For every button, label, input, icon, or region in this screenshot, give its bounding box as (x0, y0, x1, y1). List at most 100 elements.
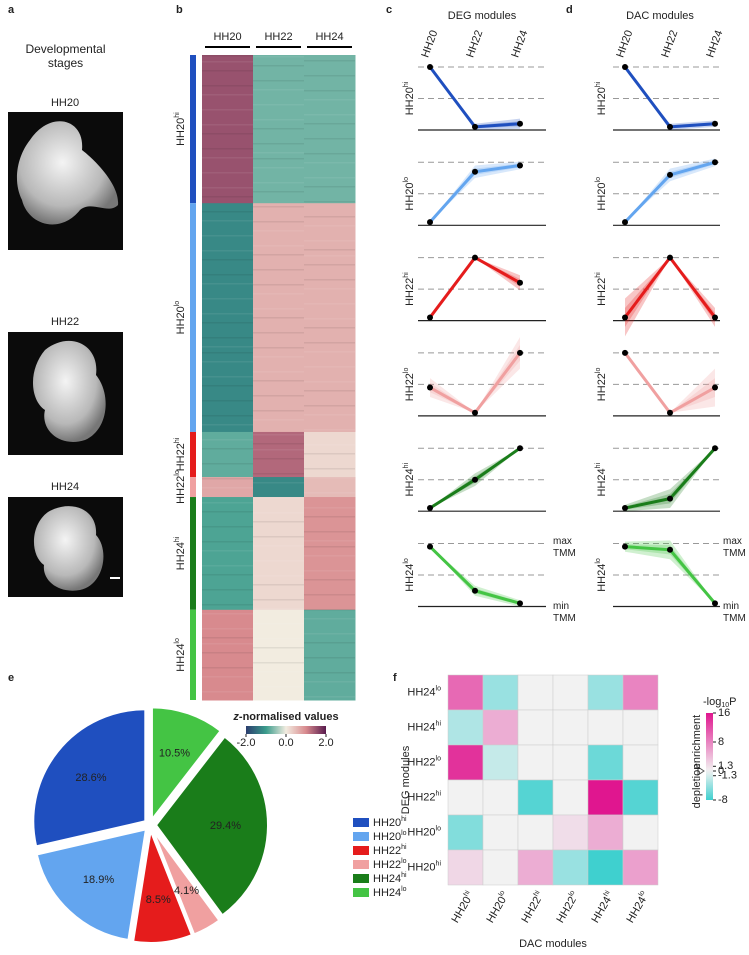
module-label: HH20hi (403, 81, 416, 115)
module-label: HH20hi (449, 889, 477, 925)
heatmap-texture (304, 123, 355, 125)
heatmap-texture (202, 361, 253, 363)
point (712, 384, 718, 391)
panel-letter: b (176, 4, 183, 16)
heatmap-texture (202, 196, 253, 198)
module-label-base: HH22 (404, 373, 416, 401)
module-label-base: HH24 (404, 468, 416, 496)
module-label-sup: hi (436, 791, 442, 798)
module-label: HH20hi (407, 861, 441, 874)
module-label-sup: lo (568, 890, 577, 898)
module-line (428, 255, 521, 319)
heatmap-texture (304, 60, 355, 62)
heatmap-texture (253, 419, 304, 421)
max-annotation: max TMM (553, 535, 576, 559)
heatmap-texture (202, 541, 253, 543)
heatmap-texture (304, 381, 355, 383)
module-label-base: HH22 (407, 756, 435, 768)
matrix-cell (622, 814, 659, 851)
heatmap-texture (253, 182, 304, 184)
panel-title: DAC modules (626, 10, 694, 22)
heatmap-texture (304, 579, 355, 581)
min-annotation: min TMM (553, 600, 576, 624)
heatmap-texture (253, 152, 304, 154)
module-label-base: HH20 (404, 182, 416, 210)
matrix-cell (587, 709, 624, 746)
heatmap-texture (253, 56, 304, 58)
module-label: HH20hi (595, 81, 608, 115)
module-label: HH24lo (373, 886, 407, 899)
heatmap-texture (253, 119, 304, 121)
colorbar-tick-label: 8 (718, 736, 724, 748)
point (667, 171, 673, 178)
heatmap-texture (202, 565, 253, 567)
heatmap-texture (253, 395, 304, 397)
heatmap-texture (202, 574, 253, 576)
heatmap-texture (202, 691, 253, 693)
module-label-sup: hi (436, 721, 442, 728)
heatmap-texture (253, 245, 304, 247)
heatmap-texture (202, 463, 253, 465)
module-label-base: HH24 (175, 542, 187, 570)
heatmap-texture (253, 671, 304, 673)
heatmap-texture (304, 507, 355, 509)
heatmap-texture (253, 521, 304, 523)
colorbar-title: -log10P (703, 696, 736, 709)
pie-slice (150, 706, 222, 823)
point (517, 349, 523, 356)
heatmap-texture (202, 61, 253, 63)
matrix-cell (517, 674, 554, 711)
heatmap-texture (253, 638, 304, 640)
colorbar-title-italic: z (232, 711, 239, 723)
point (622, 314, 628, 321)
heatmap-texture (202, 637, 253, 639)
point (667, 254, 673, 261)
module-label-sup: lo (401, 886, 407, 893)
point (517, 445, 523, 452)
stage-label: HH20 (614, 29, 635, 60)
heatmap-texture (304, 318, 355, 320)
heatmap-cell (304, 203, 356, 433)
heatmap-cell (304, 497, 356, 611)
module-label-sup: hi (436, 861, 442, 868)
heatmap-texture (202, 478, 253, 480)
heatmap-texture (304, 216, 355, 218)
heatmap-texture (304, 618, 355, 620)
stage-label: HH24 (704, 29, 725, 60)
module-label-sup: lo (595, 368, 602, 374)
module-label: HH22hi (407, 791, 441, 804)
heatmap-texture (304, 453, 355, 455)
legend-swatch (353, 818, 369, 827)
heatmap-texture (253, 293, 304, 295)
point (622, 505, 628, 512)
heatmap-texture (304, 609, 355, 611)
module-label-base: HH24 (407, 686, 435, 698)
point (622, 64, 628, 70)
matrix-cell (622, 744, 659, 781)
heatmap-texture (202, 313, 253, 315)
module-label: HH22lo (407, 756, 441, 769)
point (622, 349, 628, 356)
module-label: HH24lo (595, 558, 608, 592)
heatmap-texture (253, 332, 304, 334)
point (712, 445, 718, 452)
heatmap-texture (202, 322, 253, 324)
point (472, 123, 478, 130)
heatmap-texture (202, 250, 253, 252)
module-label: HH22lo (554, 890, 582, 925)
heatmap-texture (202, 487, 253, 489)
heatmap-texture (202, 376, 253, 378)
panel-letter: f (393, 672, 397, 684)
module-label-sup: lo (403, 558, 410, 564)
heatmap-cell (202, 431, 254, 478)
heatmap-texture (304, 672, 355, 674)
heatmap-texture (202, 124, 253, 126)
module-label-base: HH20 (449, 895, 473, 925)
module-label-sup: lo (403, 177, 410, 183)
module-label: HH24lo (624, 890, 652, 925)
panel-letter: d (566, 4, 573, 16)
heatmap-texture (304, 240, 355, 242)
heatmap-texture (253, 89, 304, 91)
percentile-band (430, 257, 520, 318)
heatmap-texture (202, 259, 253, 261)
